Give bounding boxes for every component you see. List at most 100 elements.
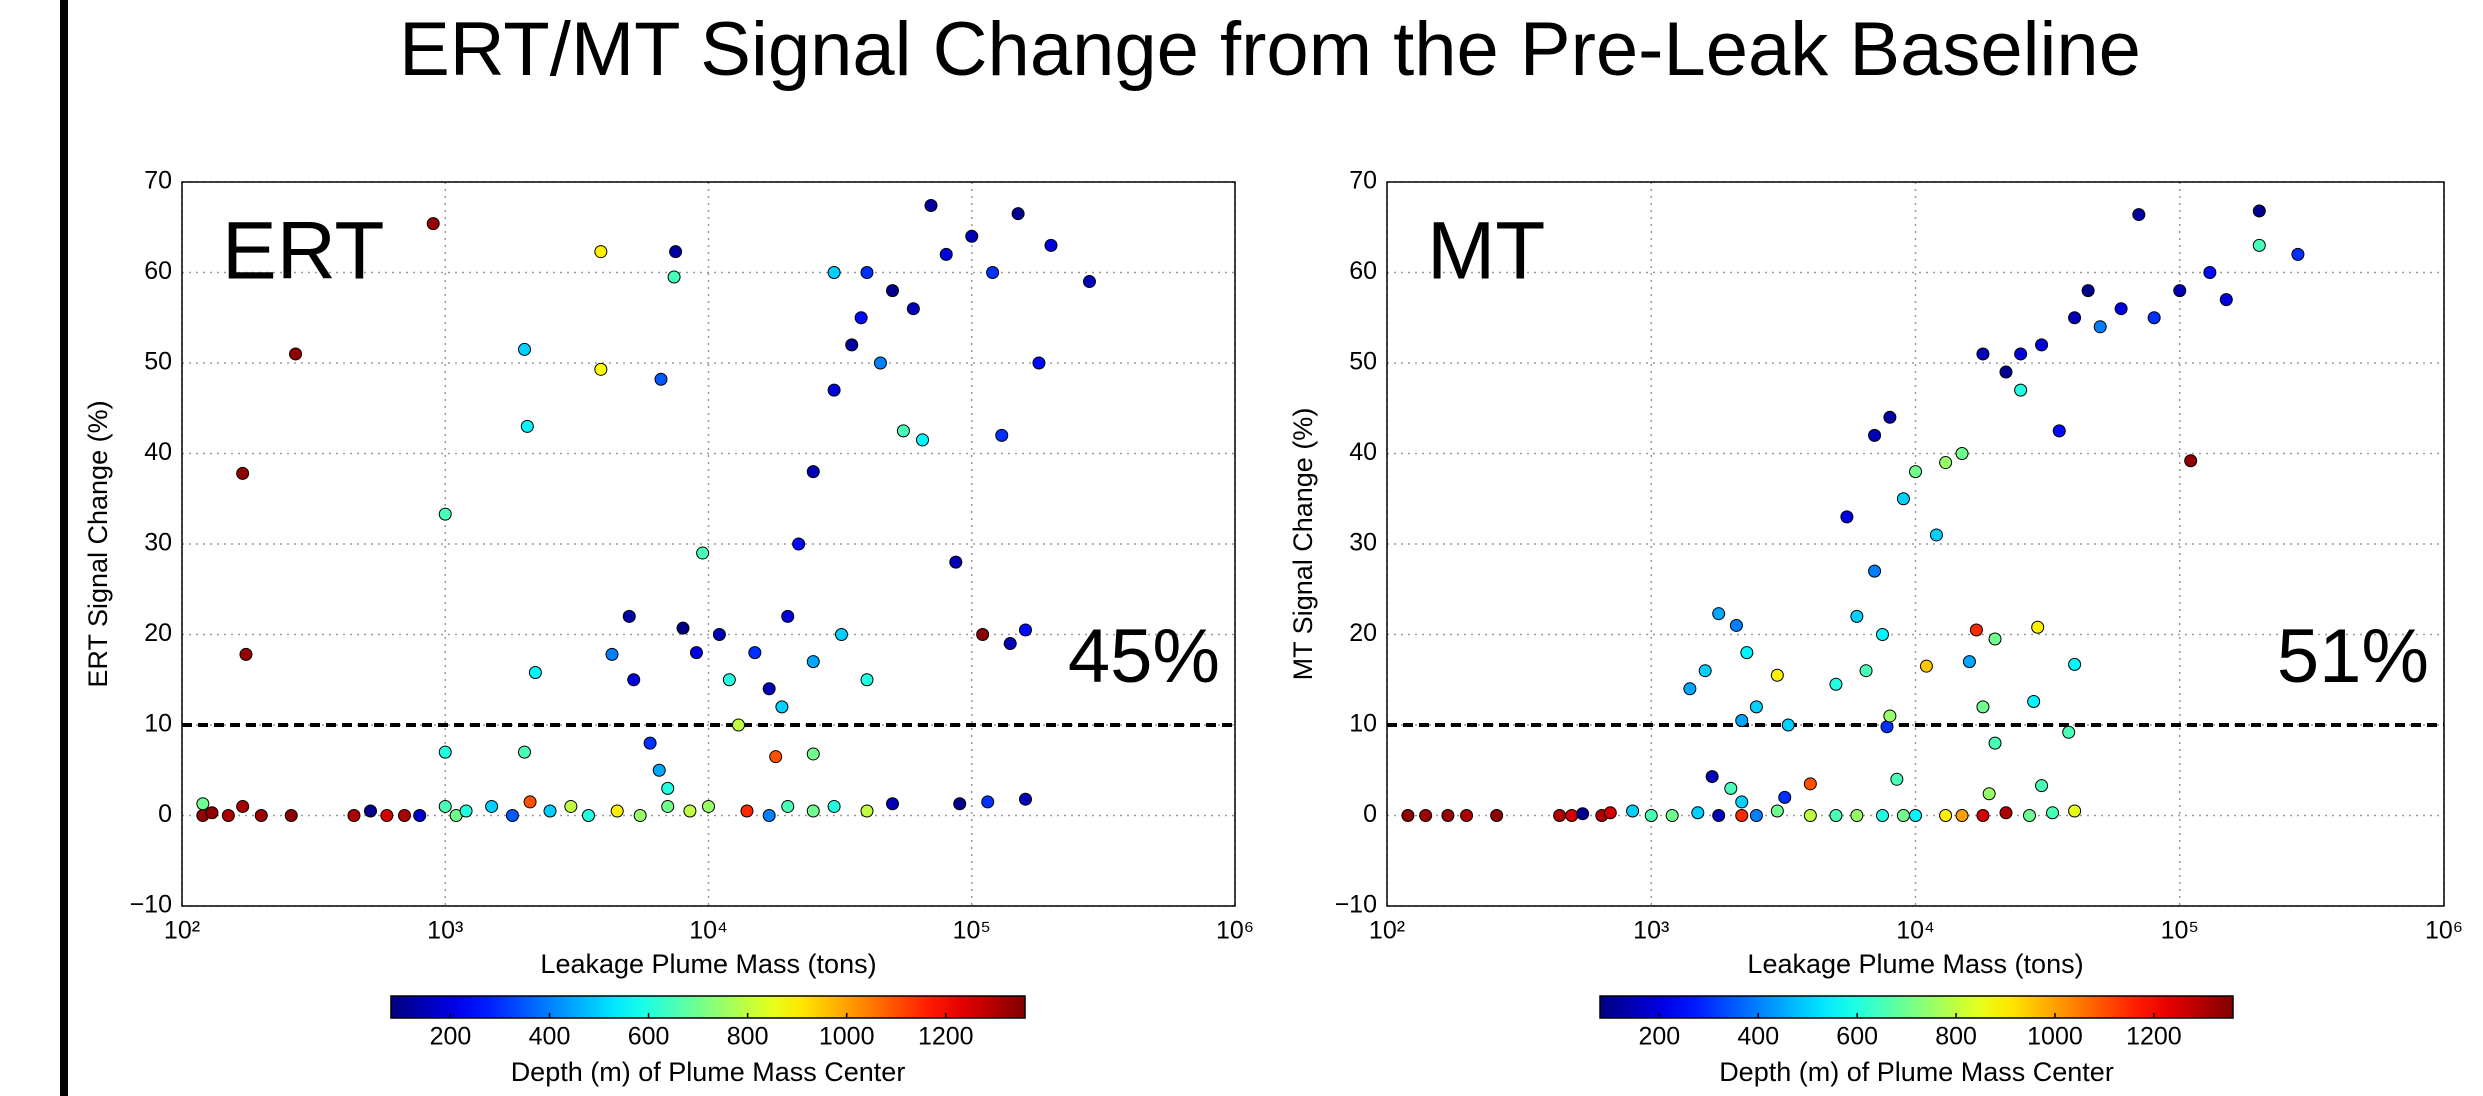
colorbar-tick-label: 1000	[819, 1023, 875, 1051]
data-point	[1955, 809, 1969, 822]
data-point	[1044, 238, 1058, 252]
data-point	[661, 781, 675, 795]
data-point	[2014, 347, 2028, 361]
data-point	[413, 809, 427, 822]
data-point	[1770, 804, 1784, 818]
x-tick-label: 10⁴	[1896, 917, 1935, 945]
data-point	[762, 682, 776, 696]
data-point	[1626, 804, 1640, 818]
data-point	[221, 809, 235, 822]
data-point	[1999, 365, 2013, 379]
y-tick-label: 50	[144, 348, 172, 376]
y-tick-label: 40	[1349, 438, 1377, 466]
figure-title: ERT/MT Signal Change from the Pre-Leak B…	[399, 7, 2141, 92]
data-point	[806, 655, 820, 669]
data-point	[1840, 510, 1854, 524]
data-point	[438, 745, 452, 759]
data-point	[1880, 720, 1894, 734]
data-point	[722, 673, 736, 687]
data-point	[254, 809, 268, 822]
data-point	[762, 809, 776, 822]
data-point	[896, 424, 910, 438]
y-tick-label: 40	[144, 438, 172, 466]
data-point	[543, 804, 557, 818]
x-tick-label: 10⁵	[2161, 917, 2199, 945]
data-point	[1909, 809, 1922, 822]
data-point	[1691, 806, 1705, 820]
data-point	[2031, 620, 2045, 634]
data-point	[2035, 779, 2049, 793]
data-point	[2252, 238, 2266, 252]
data-point	[1770, 668, 1784, 682]
data-point	[1955, 447, 1969, 460]
y-tick-label: 30	[144, 529, 172, 557]
data-point	[1749, 700, 1763, 714]
data-point	[438, 799, 452, 813]
data-point	[1896, 809, 1910, 822]
annotation: 45%	[1068, 614, 1220, 699]
data-point	[1896, 492, 1910, 506]
data-point	[845, 338, 859, 352]
data-point	[1875, 628, 1889, 641]
data-point	[2252, 204, 2266, 218]
data-point	[610, 804, 624, 818]
x-tick-label: 10²	[1369, 917, 1405, 945]
x-axis-label: Leakage Plume Mass (tons)	[1747, 949, 2083, 979]
data-point	[683, 804, 697, 818]
data-point	[2027, 694, 2041, 708]
data-point	[523, 795, 537, 809]
data-point	[1999, 806, 2013, 820]
data-point	[2291, 247, 2305, 261]
data-point	[1712, 607, 1726, 621]
data-point	[906, 302, 920, 316]
data-point	[834, 628, 848, 641]
data-point	[1644, 809, 1658, 822]
panel-label: MT	[1427, 206, 1545, 297]
data-point	[652, 763, 666, 777]
data-point	[2052, 424, 2066, 438]
data-point	[1460, 809, 1474, 822]
data-point	[289, 347, 303, 361]
colorbar-tick-label: 800	[727, 1023, 769, 1051]
data-point	[1729, 618, 1743, 632]
data-point	[2014, 383, 2028, 397]
data-point	[986, 266, 1000, 279]
data-point	[939, 247, 953, 261]
y-tick-label: 60	[1349, 257, 1377, 285]
data-point	[806, 465, 820, 479]
data-point	[696, 546, 710, 560]
data-point	[976, 628, 990, 641]
data-point	[2203, 266, 2217, 279]
data-point	[505, 809, 519, 822]
data-point	[1018, 792, 1032, 806]
y-tick-label: 70	[144, 167, 172, 195]
data-point	[1883, 410, 1897, 424]
y-tick-label: 20	[1349, 619, 1377, 647]
colorbar-tick-label: 1000	[2027, 1023, 2083, 1051]
data-point	[1909, 465, 1922, 479]
colorbar-tick-label: 200	[430, 1023, 472, 1051]
data-point	[239, 647, 253, 661]
data-point	[236, 466, 250, 480]
data-point	[2081, 284, 2095, 298]
data-point	[2046, 806, 2060, 820]
y-tick-label: 30	[1349, 529, 1377, 557]
data-point	[1988, 632, 2002, 646]
data-point	[1976, 700, 1990, 714]
data-point	[1988, 736, 2002, 750]
data-point	[1919, 659, 1933, 673]
data-point	[2132, 208, 2146, 222]
data-point	[1003, 637, 1017, 651]
data-point	[1829, 809, 1843, 822]
x-tick-label: 10⁴	[689, 917, 728, 945]
data-point	[873, 356, 887, 370]
data-point	[1740, 646, 1754, 660]
data-point	[564, 799, 578, 813]
data-point	[1011, 207, 1025, 221]
colorbar-tick-label: 200	[1638, 1023, 1680, 1051]
data-point	[622, 609, 636, 623]
data-point	[1859, 664, 1873, 678]
data-point	[860, 804, 874, 818]
data-point	[886, 284, 900, 298]
